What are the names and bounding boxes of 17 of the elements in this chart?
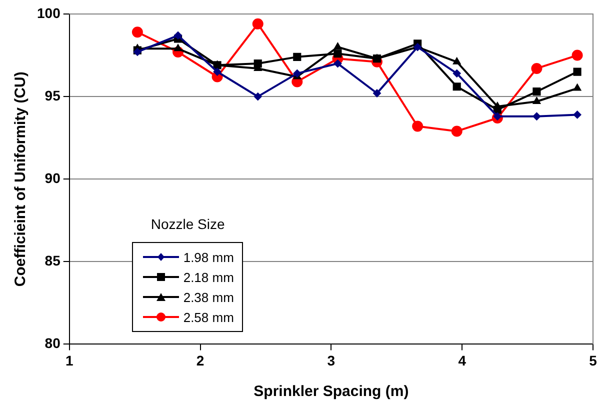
y-tick-label: 90: [44, 170, 61, 186]
legend-label: 2.58 mm: [183, 310, 234, 325]
x-tick-label: 4: [458, 352, 466, 368]
y-tick-label: 100: [37, 4, 61, 21]
y-tick-label: 85: [44, 252, 61, 269]
legend-label: 2.18 mm: [183, 270, 234, 285]
x-tick-label: 5: [589, 352, 598, 368]
y-axis-title: Coefficieint of Uniformity (CU): [12, 72, 30, 287]
x-axis-title: Sprinkler Spacing (m): [254, 383, 409, 400]
legend-label: 1.98 mm: [183, 250, 234, 265]
y-tick-label: 80: [44, 335, 61, 352]
x-tick-label: 2: [196, 352, 204, 368]
x-tick-label: 3: [327, 352, 336, 368]
x-tick-label: 1: [65, 352, 74, 368]
legend-title: Nozzle Size: [150, 216, 225, 232]
legend-label: 2.38 mm: [183, 290, 234, 305]
y-tick-label: 95: [44, 87, 61, 104]
